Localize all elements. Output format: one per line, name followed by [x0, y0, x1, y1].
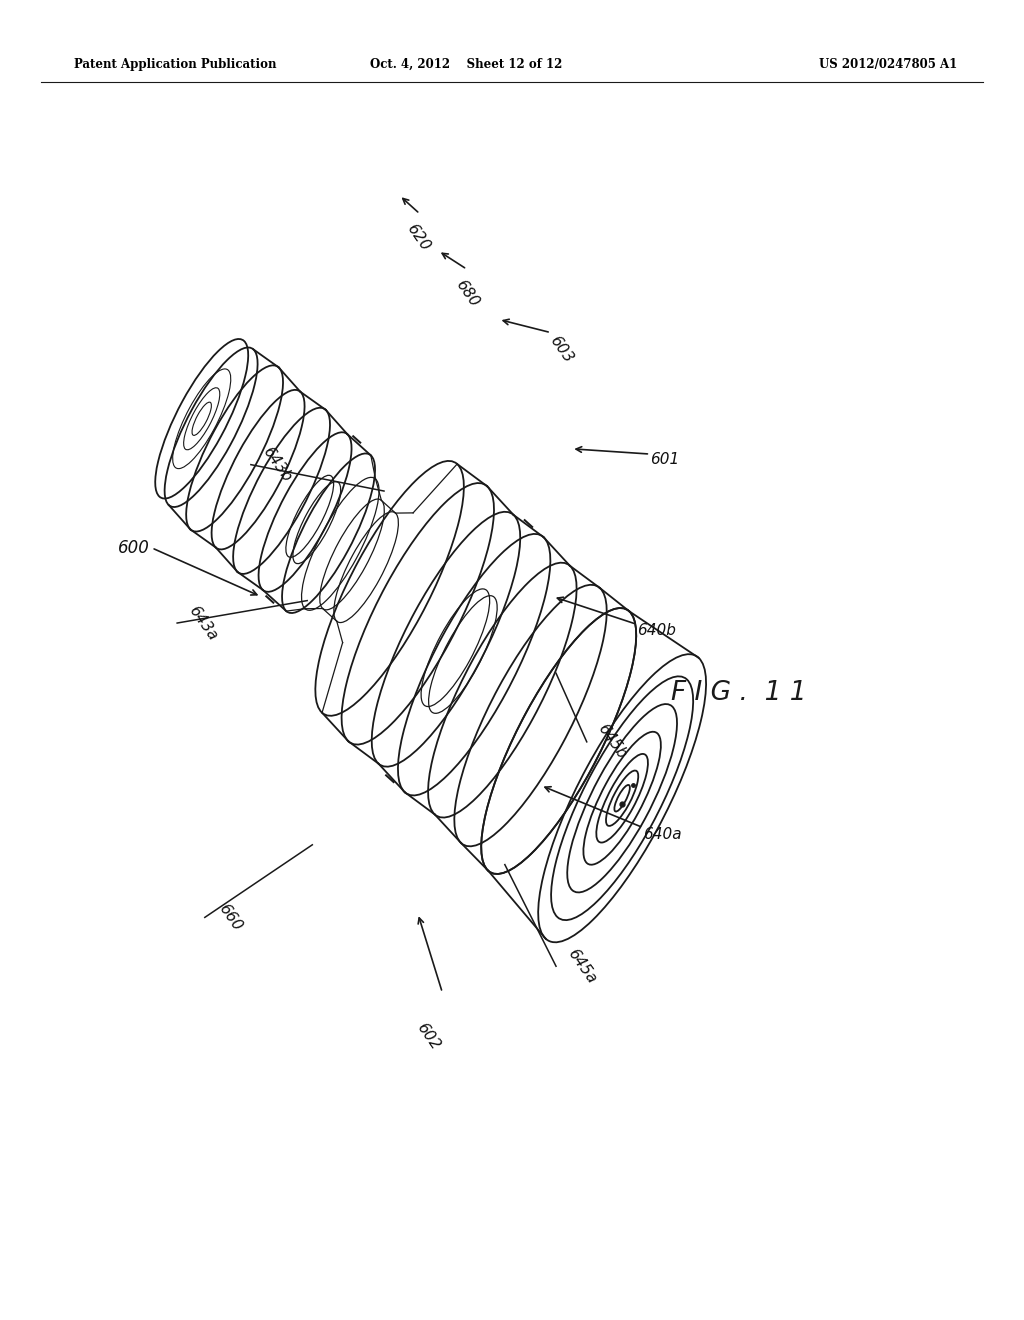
- Text: F I G .  1 1: F I G . 1 1: [671, 680, 806, 706]
- Text: 601: 601: [650, 451, 680, 467]
- Text: 640b: 640b: [637, 623, 676, 639]
- Text: Oct. 4, 2012    Sheet 12 of 12: Oct. 4, 2012 Sheet 12 of 12: [370, 58, 562, 71]
- Text: 643a: 643a: [185, 603, 220, 643]
- Text: 660: 660: [216, 902, 245, 933]
- Text: 680: 680: [453, 277, 481, 309]
- Text: 600: 600: [118, 539, 150, 557]
- Text: Patent Application Publication: Patent Application Publication: [74, 58, 276, 71]
- Text: 640a: 640a: [643, 826, 682, 842]
- Text: 645a: 645a: [564, 946, 599, 986]
- Text: US 2012/0247805 A1: US 2012/0247805 A1: [819, 58, 957, 71]
- Text: 620: 620: [403, 222, 432, 253]
- Text: 602: 602: [414, 1020, 442, 1052]
- Text: 643b: 643b: [259, 445, 294, 484]
- Text: 603: 603: [547, 334, 575, 366]
- Text: 645b: 645b: [595, 722, 630, 762]
